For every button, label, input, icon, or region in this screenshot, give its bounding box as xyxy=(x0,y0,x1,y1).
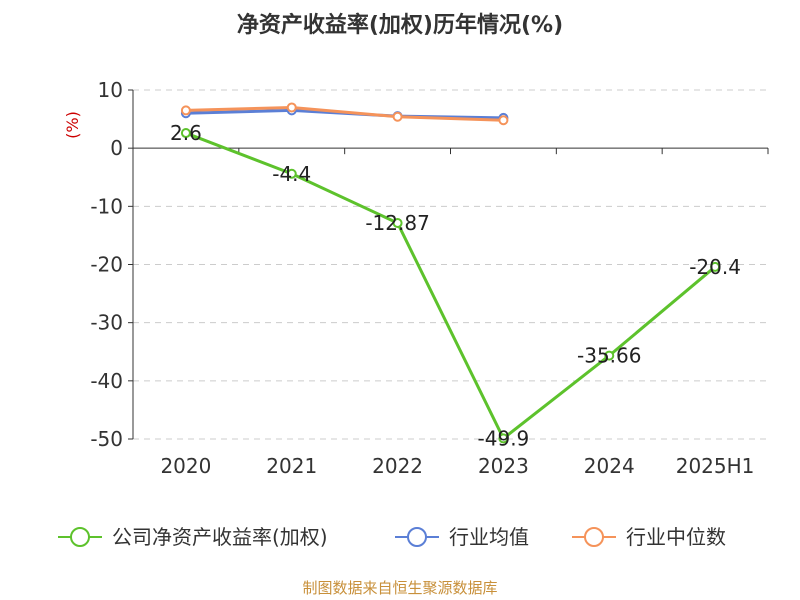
data-point xyxy=(392,111,403,122)
data-label: -35.66 xyxy=(577,344,641,368)
chart-title: 净资产收益率(加权)历年情况(%) xyxy=(237,12,563,38)
series-line xyxy=(185,105,504,122)
data-point xyxy=(286,168,297,179)
legend-swatch-marker xyxy=(584,527,604,547)
x-tick-label: 2025H1 xyxy=(676,454,755,478)
data-labels: 2.6 -4.4 -12.87 -49.9 -35.66 -20.4 xyxy=(170,121,741,450)
data-point xyxy=(604,350,615,361)
x-tick-label: 2022 xyxy=(372,454,423,478)
data-label: -20.4 xyxy=(689,255,741,279)
data-point xyxy=(392,218,403,229)
data-point xyxy=(180,105,191,116)
data-label: -12.87 xyxy=(365,211,429,235)
y-tick-label: -20 xyxy=(90,253,123,277)
x-tick-label: 2024 xyxy=(584,454,635,478)
axes: 10 0 -10 -20 -30 -40 -50 2020 2021 2022 2023 2024 20… xyxy=(90,78,769,478)
y-tick-label: -50 xyxy=(90,427,123,451)
y-unit-label: (%) xyxy=(63,111,82,139)
legend-label: 行业中位数 xyxy=(626,525,726,549)
data-label: 2.6 xyxy=(170,121,202,145)
y-tick-label: -40 xyxy=(90,369,123,393)
legend-swatch-marker xyxy=(70,527,90,547)
data-point xyxy=(286,102,297,113)
x-tick-label: 2023 xyxy=(478,454,529,478)
data-label: -4.4 xyxy=(272,162,311,186)
y-tick-label: 10 xyxy=(98,78,123,102)
data-point xyxy=(180,128,191,139)
x-tick-label: 2020 xyxy=(160,454,211,478)
y-tick-label: -10 xyxy=(90,194,123,218)
data-label: -49.9 xyxy=(478,426,530,450)
series-group xyxy=(180,102,721,444)
series-line xyxy=(185,131,717,440)
data-point xyxy=(710,261,721,272)
legend-label: 公司净资产收益率(加权) xyxy=(112,525,328,549)
legend: 公司净资产收益率(加权) 行业均值 行业中位数 xyxy=(58,525,726,549)
y-tick-label: -30 xyxy=(90,311,123,335)
y-tick-label: 0 xyxy=(110,136,123,160)
data-source-note: 制图数据来自恒生聚源数据库 xyxy=(302,579,497,597)
data-point xyxy=(498,115,509,126)
data-point xyxy=(498,433,509,444)
legend-label: 行业均值 xyxy=(449,525,529,549)
x-tick-label: 2021 xyxy=(266,454,317,478)
legend-swatch-marker xyxy=(407,527,427,547)
grid-lines xyxy=(133,89,768,440)
